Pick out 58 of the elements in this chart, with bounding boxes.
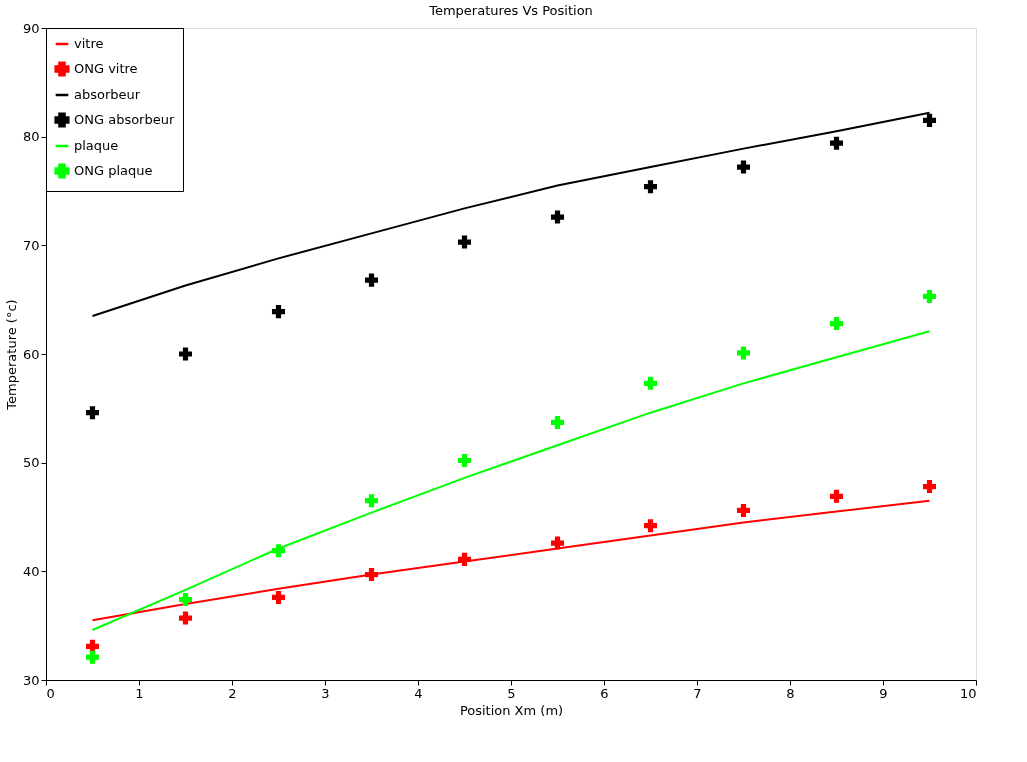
- legend-label: ONG vitre: [74, 61, 138, 76]
- x-tick-label: 3: [321, 685, 330, 701]
- x-tick-label: 9: [879, 685, 888, 701]
- x-tick-label: 1: [135, 685, 144, 701]
- line-series: [91, 499, 931, 622]
- point: [829, 136, 844, 150]
- point: [178, 347, 193, 361]
- point: [271, 544, 286, 558]
- x-tick-label: 8: [786, 685, 795, 701]
- point: [736, 160, 751, 174]
- x-tick-label: 7: [693, 685, 702, 701]
- x-tick-label: 10: [959, 685, 977, 701]
- x-tick-label: 0: [46, 685, 55, 701]
- point: [643, 376, 658, 390]
- point: [271, 305, 286, 319]
- legend-label: ONG absorbeur: [74, 112, 175, 127]
- point: [457, 453, 472, 468]
- x-tick-label: 2: [228, 685, 237, 701]
- chart-title: Temperatures Vs Position: [428, 3, 593, 18]
- point: [178, 611, 193, 625]
- point: [457, 552, 472, 566]
- point: [178, 593, 193, 607]
- point: [364, 273, 379, 287]
- legend-label: vitre: [74, 36, 104, 51]
- point: [736, 503, 751, 517]
- x-tick-label: 5: [507, 685, 516, 701]
- y-tick-label: 90: [22, 20, 40, 36]
- point: [643, 180, 658, 194]
- point: [85, 406, 100, 420]
- x-tick-label: 6: [600, 685, 609, 701]
- point: [550, 536, 565, 550]
- point: [271, 590, 286, 604]
- point: [364, 568, 379, 582]
- point: [922, 113, 937, 127]
- point: [643, 519, 658, 533]
- point: [736, 346, 751, 360]
- legend-label: absorbeur: [74, 87, 141, 102]
- point: [829, 489, 844, 503]
- x-tick-label: 4: [414, 685, 423, 701]
- point: [364, 494, 379, 508]
- line-series: [91, 330, 931, 632]
- y-tick-label: 30: [22, 672, 40, 688]
- y-tick-label: 40: [22, 563, 40, 579]
- x-axis-title: Position Xm (m): [459, 702, 564, 718]
- y-tick-label: 80: [22, 129, 40, 145]
- point: [550, 415, 565, 429]
- point: [922, 289, 937, 303]
- point: [457, 235, 472, 249]
- point: [829, 317, 844, 331]
- y-axis-title: Temperature (°c): [3, 299, 19, 411]
- point: [922, 480, 937, 494]
- point: [85, 650, 100, 664]
- y-tick-label: 60: [22, 346, 40, 362]
- y-tick-label: 70: [22, 237, 40, 253]
- legend-label: ONG plaque: [74, 163, 153, 178]
- point: [550, 210, 565, 224]
- y-tick-label: 50: [22, 455, 40, 471]
- legend-label: plaque: [74, 138, 119, 153]
